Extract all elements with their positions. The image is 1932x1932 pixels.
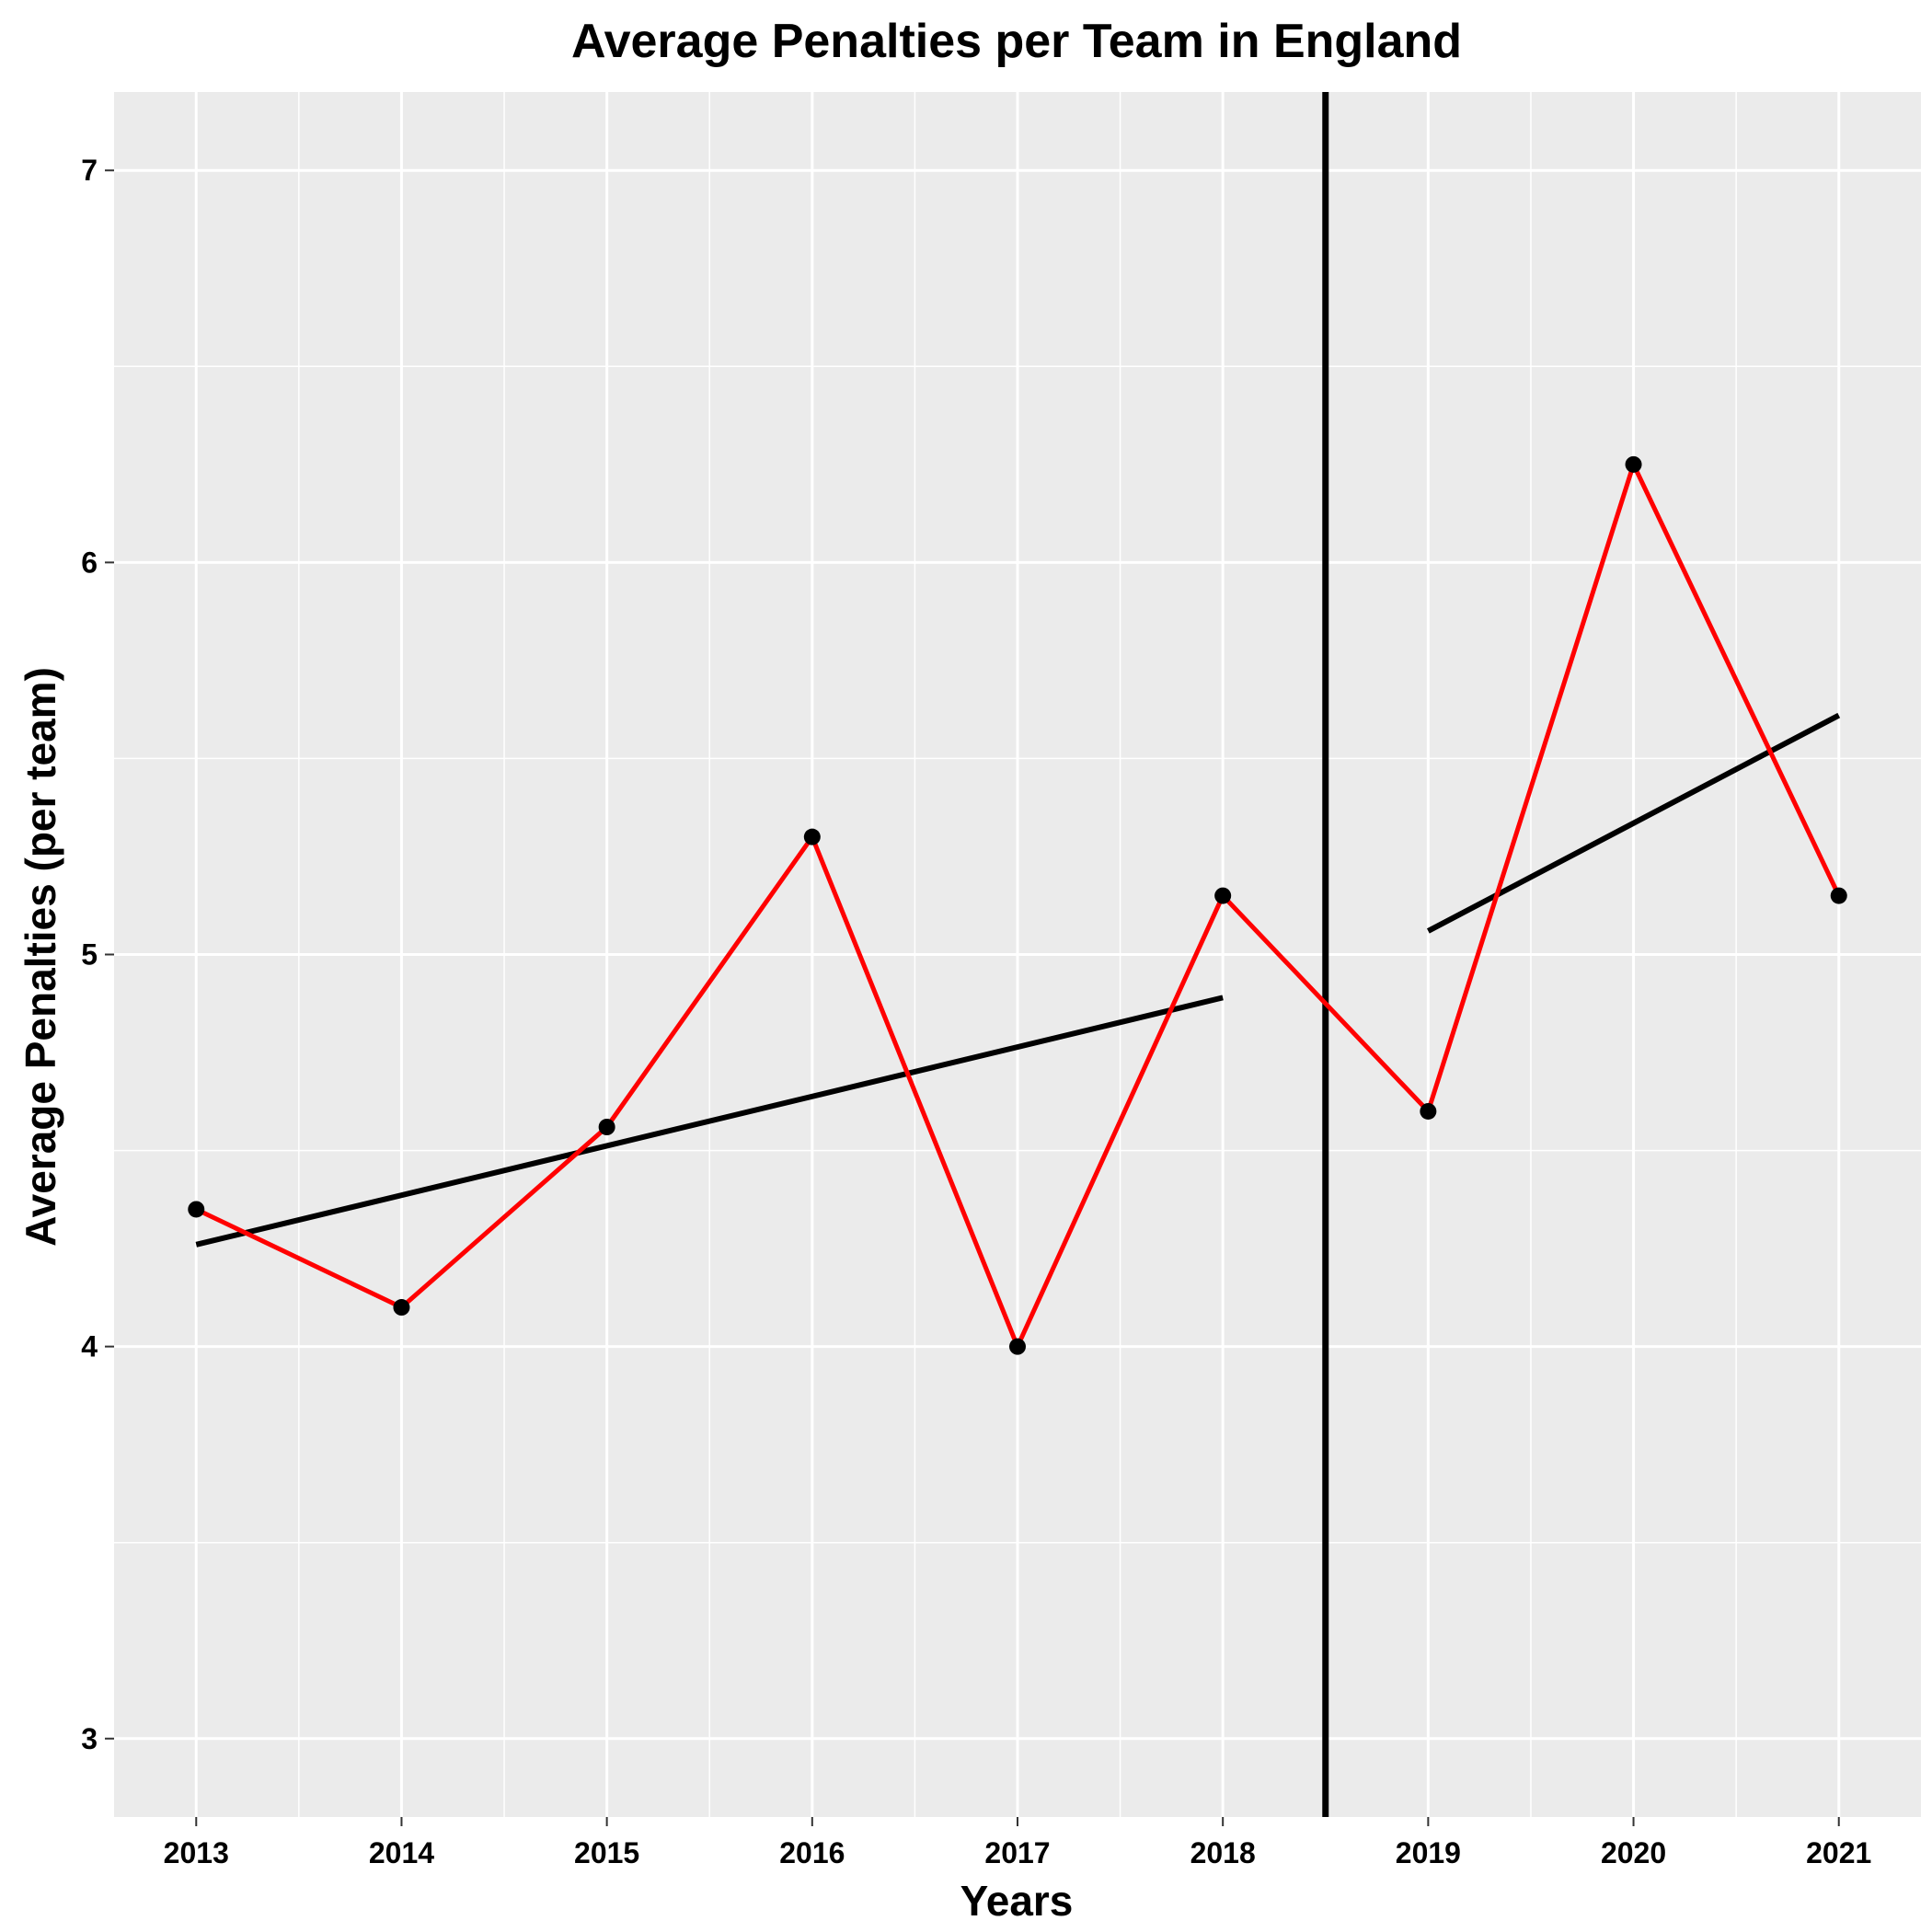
data-point-2013 bbox=[188, 1201, 205, 1218]
data-point-2018 bbox=[1214, 887, 1232, 904]
y-tick-label: 6 bbox=[81, 546, 98, 579]
x-tick-label: 2014 bbox=[369, 1836, 434, 1869]
data-point-2019 bbox=[1420, 1102, 1437, 1120]
trend-line-1 bbox=[195, 995, 1224, 1248]
x-tick-label: 2018 bbox=[1190, 1836, 1256, 1869]
data-point-2016 bbox=[803, 828, 821, 845]
data-point-2015 bbox=[598, 1119, 615, 1135]
y-tick-label: 7 bbox=[81, 154, 98, 187]
x-tick-label: 2020 bbox=[1601, 1836, 1666, 1869]
axes: 3 4 5 6 7 2013 2014 2015 2016 2017 2018 2019 2020 202… bbox=[81, 154, 1871, 1869]
y-tick-label: 3 bbox=[81, 1722, 98, 1755]
y-tick-label: 5 bbox=[81, 938, 98, 972]
data-layer bbox=[188, 92, 1847, 1817]
x-tick-label: 2021 bbox=[1806, 1836, 1871, 1869]
data-point-2020 bbox=[1625, 455, 1642, 473]
grid-lines bbox=[114, 92, 1921, 1817]
chart-title: Average Penalties per Team in England bbox=[571, 15, 1462, 68]
y-tick-label: 4 bbox=[81, 1330, 98, 1363]
x-axis-title: Years bbox=[960, 1877, 1074, 1925]
x-tick-label: 2019 bbox=[1396, 1836, 1461, 1869]
data-point-2017 bbox=[1009, 1338, 1026, 1355]
data-point-2021 bbox=[1830, 887, 1847, 904]
x-tick-label: 2017 bbox=[984, 1836, 1050, 1869]
x-tick-label: 2015 bbox=[574, 1836, 639, 1869]
x-tick-label: 2016 bbox=[779, 1836, 845, 1869]
data-point-2014 bbox=[393, 1299, 410, 1317]
x-tick-label: 2013 bbox=[164, 1836, 229, 1869]
y-axis-title: Average Penalties (per team) bbox=[17, 667, 64, 1247]
